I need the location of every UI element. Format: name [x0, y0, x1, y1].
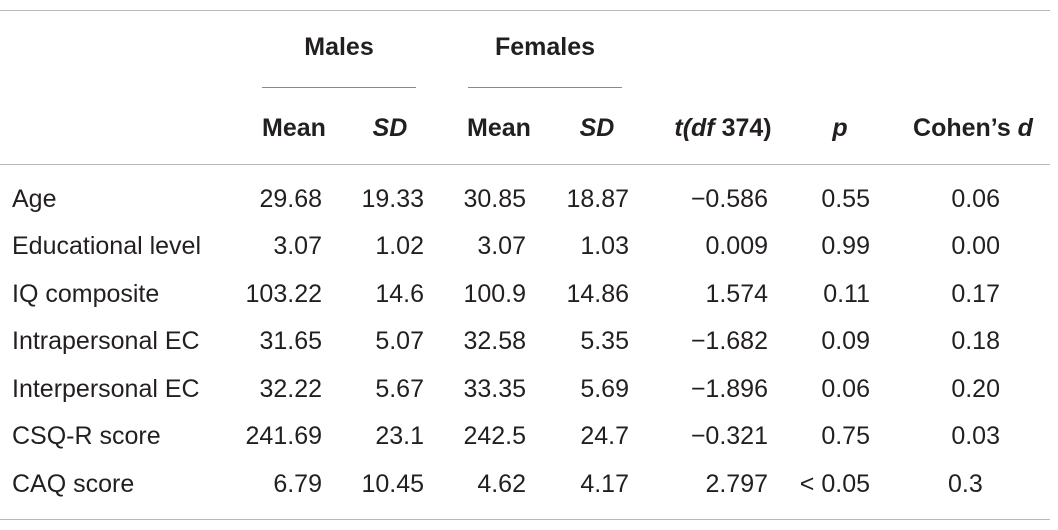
cell-mean-males: 32.22 [259, 375, 322, 403]
males-group-header: Males [304, 33, 374, 61]
row-label: Educational level [12, 232, 202, 260]
cell-p: 0.75 [821, 422, 870, 450]
row-label: Interpersonal EC [12, 375, 200, 403]
cell-t: −0.586 [690, 185, 768, 213]
col-header-t: t(df 374) [652, 113, 794, 143]
cell-t: −1.682 [690, 327, 768, 355]
cell-p: < 0.05 [799, 470, 870, 498]
col-header-mean-females: Mean [467, 114, 531, 142]
row-label: CAQ score [12, 470, 135, 498]
cell-sd-females: 1.03 [580, 232, 629, 260]
cell-mean-females: 4.62 [477, 470, 526, 498]
females-group-underline [468, 87, 622, 88]
cell-mean-females: 242.5 [463, 422, 526, 450]
row-label: Intrapersonal EC [12, 327, 200, 355]
cell-sd-males: 23.1 [375, 422, 424, 450]
cell-sd-females: 5.35 [580, 327, 629, 355]
cell-sd-females: 18.87 [566, 185, 629, 213]
cell-cohens-d: 0.03 [951, 422, 1000, 450]
cell-mean-females: 30.85 [463, 185, 526, 213]
table-bottom-rule [0, 519, 1050, 520]
df-symbol: df [691, 114, 715, 142]
col-header-p: p [832, 114, 848, 142]
t-symbol: t( [674, 114, 692, 142]
cell-mean-females: 33.35 [463, 375, 526, 403]
cell-sd-males: 14.6 [375, 280, 424, 308]
cell-sd-males: 1.02 [375, 232, 424, 260]
cell-t: 1.574 [705, 280, 768, 308]
cell-mean-males: 241.69 [245, 422, 322, 450]
cell-t: 2.797 [705, 470, 768, 498]
col-header-mean-males: Mean [262, 114, 326, 142]
row-label: Age [12, 185, 57, 213]
cell-mean-females: 100.9 [463, 280, 526, 308]
table-top-rule [0, 10, 1050, 11]
col-header-cohens-d: Cohen’s d [898, 113, 1048, 143]
cell-mean-males: 3.07 [273, 232, 322, 260]
cell-mean-males: 29.68 [259, 185, 322, 213]
cell-p: 0.55 [821, 185, 870, 213]
cell-cohens-d: 0.06 [951, 185, 1000, 213]
cell-cohens-d: 0.3 [948, 470, 983, 498]
cell-p: 0.11 [823, 280, 870, 308]
cell-t: 0.009 [705, 232, 768, 260]
males-group-underline [262, 87, 416, 88]
cell-cohens-d: 0.18 [951, 327, 1000, 355]
cell-sd-females: 24.7 [580, 422, 629, 450]
cell-mean-males: 31.65 [259, 327, 322, 355]
cell-mean-females: 3.07 [477, 232, 526, 260]
cell-cohens-d: 0.17 [951, 280, 1000, 308]
females-group-header: Females [494, 33, 596, 61]
cell-mean-males: 6.79 [273, 470, 322, 498]
table-header-rule [0, 164, 1050, 165]
cell-sd-females: 4.17 [580, 470, 629, 498]
row-label: IQ composite [12, 280, 160, 308]
col-header-sd-males: SD [372, 114, 408, 142]
cell-sd-males: 5.07 [375, 327, 424, 355]
d-symbol: d [1017, 114, 1033, 142]
cell-mean-females: 32.58 [463, 327, 526, 355]
cell-sd-females: 14.86 [566, 280, 629, 308]
cell-t: −0.321 [690, 422, 768, 450]
row-label: CSQ-R score [12, 422, 161, 450]
cell-sd-males: 19.33 [361, 185, 424, 213]
cohens-label: Cohen’s [913, 114, 1018, 142]
cell-p: 0.06 [821, 375, 870, 403]
df-value: 374) [714, 114, 772, 142]
col-header-sd-females: SD [579, 114, 615, 142]
cell-cohens-d: 0.20 [951, 375, 1000, 403]
cell-t: −1.896 [690, 375, 768, 403]
cell-sd-males: 10.45 [361, 470, 424, 498]
cell-p: 0.99 [821, 232, 870, 260]
cell-cohens-d: 0.00 [951, 232, 1000, 260]
cell-sd-females: 5.69 [580, 375, 629, 403]
cell-sd-males: 5.67 [375, 375, 424, 403]
cell-mean-males: 103.22 [245, 280, 322, 308]
cell-p: 0.09 [821, 327, 870, 355]
